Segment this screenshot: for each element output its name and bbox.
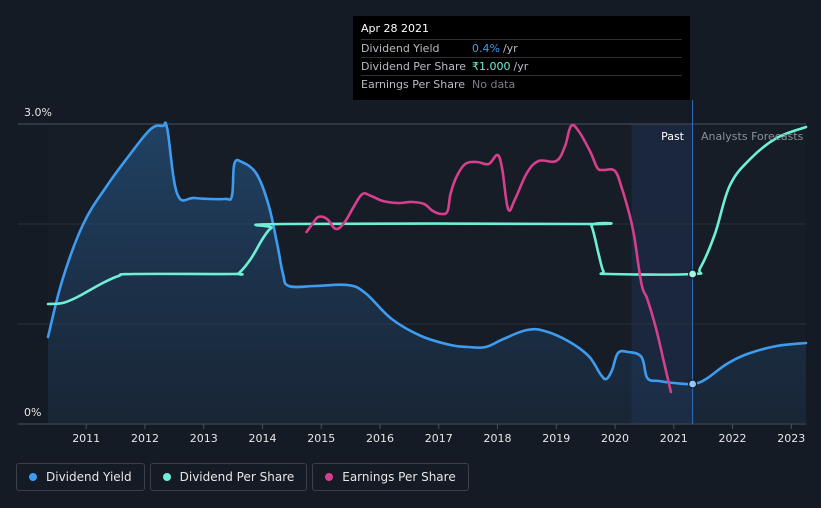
x-tick-label: 2014 <box>248 432 276 445</box>
legend-label: Earnings Per Share <box>342 470 456 484</box>
dividend-per-share-line <box>46 125 808 306</box>
legend-dot-icon <box>162 473 171 481</box>
x-tick-label: 2016 <box>366 432 394 445</box>
x-tick-label: 2011 <box>72 432 100 445</box>
legend-dot-icon <box>325 473 334 481</box>
tooltip-value: No data <box>472 78 516 91</box>
legend-dot-icon <box>29 473 37 481</box>
x-tick-label: 2017 <box>425 432 453 445</box>
tooltip: Apr 28 2021 Dividend Yield 0.4% /yr Divi… <box>353 16 690 100</box>
dividend-yield-area <box>48 122 806 424</box>
legend-item-dividend-yield[interactable]: Dividend Yield <box>16 463 145 491</box>
legend-label: Dividend Yield <box>46 470 132 484</box>
legend: Dividend Yield Dividend Per Share Earnin… <box>16 463 469 491</box>
tooltip-key: Dividend Yield <box>361 42 440 55</box>
tooltip-value: ₹1.000 <box>472 60 511 73</box>
highlight-markers <box>687 269 698 389</box>
past-label: Past <box>661 130 685 143</box>
x-tick-label: 2015 <box>307 432 335 445</box>
series-lines <box>46 121 808 394</box>
x-tick-label: 2019 <box>542 432 570 445</box>
tooltip-key: Earnings Per Share <box>361 78 466 91</box>
legend-label: Dividend Per Share <box>179 470 295 484</box>
x-tick-label: 2022 <box>719 432 747 445</box>
y-min-label: 0% <box>24 406 41 419</box>
x-tick-label: 2023 <box>777 432 805 445</box>
legend-item-earnings-per-share[interactable]: Earnings Per Share <box>312 463 469 491</box>
tooltip-unit: /yr <box>513 60 529 73</box>
forecast-label: Analysts Forecasts <box>701 130 804 143</box>
y-max-label: 3.0% <box>24 106 52 119</box>
tooltip-row-dividend-yield: Dividend Yield 0.4% /yr <box>361 39 682 57</box>
dividend-yield-marker <box>687 379 698 389</box>
x-tick-label: 2013 <box>190 432 218 445</box>
tooltip-row-dividend-per-share: Dividend Per Share ₹1.000 /yr <box>361 57 682 75</box>
tooltip-date: Apr 28 2021 <box>361 22 430 35</box>
dividend-yield-area <box>48 122 806 424</box>
x-tick-label: 2018 <box>484 432 512 445</box>
tooltip-key: Dividend Per Share <box>361 60 467 73</box>
dividend-per-share-marker <box>687 269 698 279</box>
dividend-yield-line <box>46 121 808 386</box>
legend-item-dividend-per-share[interactable]: Dividend Per Share <box>149 463 308 491</box>
tooltip-value: 0.4% <box>472 42 500 55</box>
x-axis-ticks: 2011 2012 2013 2014 2015 2016 2017 2018 2019 2020… <box>72 424 805 445</box>
x-tick-label: 2012 <box>131 432 159 445</box>
earnings-per-share-line <box>305 123 673 394</box>
tooltip-unit: /yr <box>502 42 518 55</box>
tooltip-row-earnings-per-share: Earnings Per Share No data <box>361 75 682 93</box>
x-tick-label: 2020 <box>601 432 629 445</box>
x-tick-label: 2021 <box>660 432 688 445</box>
